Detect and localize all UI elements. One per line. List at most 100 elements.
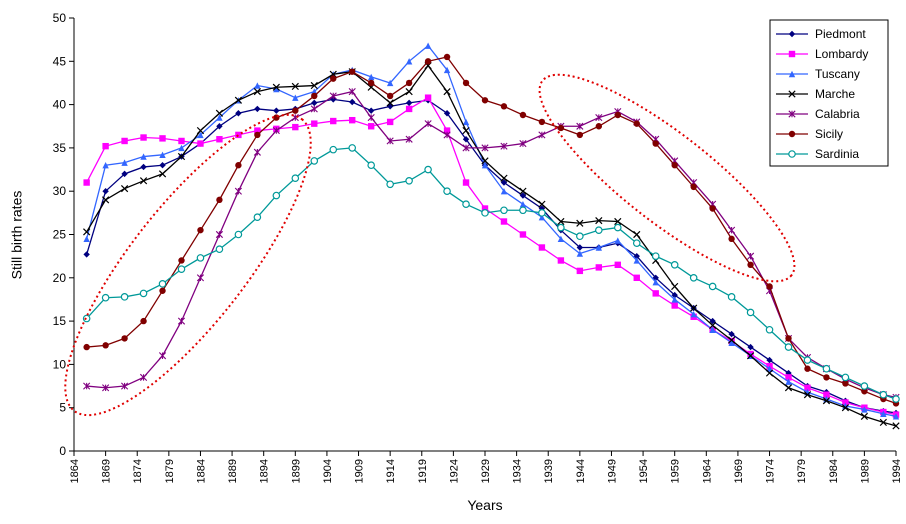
- y-tick-label: 40: [53, 98, 67, 112]
- marker: [83, 382, 91, 390]
- marker: [500, 218, 508, 225]
- marker: [766, 356, 773, 364]
- marker: [557, 223, 565, 232]
- marker: [349, 68, 356, 75]
- marker: [462, 136, 470, 143]
- marker: [349, 98, 356, 106]
- marker: [102, 188, 109, 195]
- marker: [784, 384, 793, 392]
- marker: [595, 244, 603, 251]
- marker: [538, 244, 546, 251]
- marker: [83, 179, 90, 186]
- series-line: [86, 44, 897, 417]
- marker: [291, 174, 300, 183]
- marker: [235, 131, 242, 139]
- marker: [481, 97, 489, 104]
- marker: [386, 99, 394, 107]
- y-tick-label: 10: [53, 357, 67, 371]
- marker: [765, 369, 774, 377]
- marker: [709, 321, 717, 330]
- marker: [311, 120, 318, 127]
- marker: [443, 53, 451, 61]
- marker: [576, 244, 584, 251]
- marker: [386, 180, 394, 189]
- x-tick-label: 1984: [828, 459, 840, 483]
- marker: [633, 120, 640, 127]
- marker: [329, 92, 337, 100]
- marker: [234, 187, 242, 195]
- marker: [557, 217, 565, 226]
- marker: [576, 267, 584, 275]
- marker: [102, 342, 109, 349]
- marker: [140, 153, 147, 160]
- marker: [614, 261, 621, 269]
- marker: [652, 274, 659, 281]
- marker: [253, 213, 262, 221]
- marker: [861, 388, 868, 395]
- marker: [481, 157, 489, 165]
- x-tick-label: 1934: [512, 459, 524, 483]
- marker: [120, 293, 129, 301]
- x-tick-label: 1969: [733, 459, 745, 483]
- marker: [159, 135, 166, 142]
- marker: [386, 118, 394, 126]
- marker: [500, 103, 508, 110]
- marker: [159, 151, 166, 159]
- marker: [595, 217, 603, 225]
- marker: [614, 217, 622, 226]
- x-tick-label: 1944: [575, 459, 587, 483]
- x-tick-label: 1889: [227, 459, 239, 483]
- marker: [349, 116, 356, 124]
- marker: [177, 317, 186, 325]
- marker: [159, 287, 166, 294]
- marker: [671, 282, 679, 291]
- marker: [557, 235, 565, 243]
- legend-label: Marche: [815, 87, 855, 101]
- marker: [538, 209, 546, 217]
- y-tick-label: 5: [59, 401, 66, 415]
- marker: [462, 118, 470, 126]
- marker: [727, 293, 736, 301]
- marker: [538, 200, 546, 208]
- x-tick-label: 1994: [891, 459, 903, 483]
- marker: [728, 226, 736, 234]
- legend-label: Sicily: [815, 127, 843, 141]
- marker: [367, 114, 375, 122]
- x-tick-label: 1869: [101, 459, 113, 483]
- marker: [367, 123, 375, 130]
- marker: [519, 231, 527, 238]
- marker: [424, 58, 432, 65]
- marker: [519, 206, 527, 215]
- marker: [671, 162, 678, 169]
- marker: [83, 343, 90, 351]
- marker: [234, 96, 243, 104]
- marker: [709, 326, 716, 333]
- marker: [311, 99, 318, 107]
- marker: [633, 252, 640, 260]
- marker: [727, 336, 736, 344]
- marker: [822, 364, 831, 373]
- marker: [576, 250, 584, 257]
- x-tick-label: 1864: [69, 459, 81, 483]
- marker: [879, 390, 888, 399]
- marker: [254, 131, 261, 139]
- marker: [651, 252, 660, 260]
- marker: [652, 278, 659, 286]
- y-tick-label: 0: [59, 444, 66, 458]
- marker: [101, 196, 110, 204]
- series-line: [86, 56, 897, 404]
- x-tick-label: 1974: [765, 459, 777, 483]
- marker: [121, 335, 128, 342]
- marker: [216, 114, 223, 121]
- marker: [102, 384, 110, 392]
- marker: [424, 120, 432, 128]
- marker: [292, 94, 299, 101]
- marker: [892, 395, 900, 403]
- marker: [500, 174, 508, 182]
- marker: [310, 157, 319, 165]
- marker: [728, 235, 735, 243]
- marker: [424, 42, 432, 49]
- marker: [788, 70, 796, 78]
- marker: [273, 107, 280, 114]
- x-tick-label: 1989: [859, 459, 871, 483]
